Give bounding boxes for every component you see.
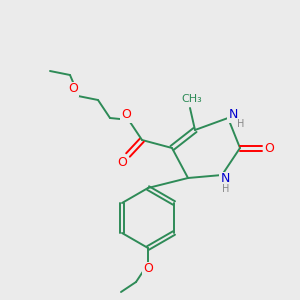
Text: N: N [220, 172, 230, 185]
Text: O: O [121, 109, 131, 122]
Text: O: O [117, 155, 127, 169]
Text: H: H [237, 119, 245, 129]
Text: O: O [264, 142, 274, 154]
Text: H: H [222, 184, 230, 194]
Text: O: O [68, 82, 78, 95]
Text: O: O [143, 262, 153, 275]
Text: CH₃: CH₃ [182, 94, 203, 104]
Text: N: N [228, 109, 238, 122]
